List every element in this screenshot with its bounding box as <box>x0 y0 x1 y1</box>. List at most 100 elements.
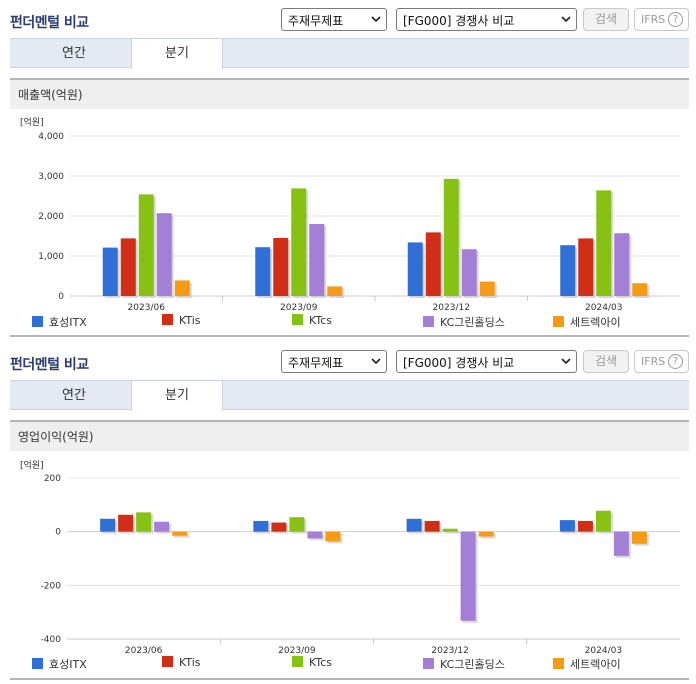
bar[interactable] <box>154 521 170 532</box>
tab-quarterly[interactable]: 분기 <box>131 39 223 69</box>
search-button[interactable]: 검색 <box>583 8 629 31</box>
legend-item[interactable]: KTcs <box>292 314 332 327</box>
legend-item[interactable]: KC그린홀딩스 <box>423 314 505 330</box>
bar[interactable] <box>595 510 611 532</box>
legend-item[interactable]: 세트렉아이 <box>553 314 621 330</box>
bar[interactable] <box>138 194 154 296</box>
statement-select[interactable]: 주재무제표 <box>281 350 387 373</box>
section-title: 영업이익(억원) <box>10 420 689 451</box>
ifrs-label: IFRS <box>641 13 666 26</box>
bar[interactable] <box>443 178 459 296</box>
bar[interactable] <box>425 232 441 296</box>
bar[interactable] <box>613 531 629 556</box>
legend-item[interactable]: KC그린홀딩스 <box>423 656 505 672</box>
bar[interactable] <box>291 188 307 296</box>
legend-item[interactable]: KTis <box>162 656 201 669</box>
bar[interactable] <box>271 522 287 532</box>
bar[interactable] <box>461 249 477 296</box>
statement-select[interactable]: 주재무제표 <box>281 8 387 31</box>
legend-item[interactable]: KTis <box>162 314 201 327</box>
legend-item[interactable]: 세트렉아이 <box>553 656 621 672</box>
bar[interactable] <box>631 531 647 544</box>
bar[interactable] <box>255 247 271 296</box>
x-tick-label: 2023/09 <box>278 646 316 656</box>
section-title: 매출액(억원) <box>10 78 689 109</box>
bar[interactable] <box>614 233 630 296</box>
bar[interactable] <box>136 512 152 532</box>
help-icon[interactable]: ? <box>668 354 683 369</box>
bar[interactable] <box>577 520 593 532</box>
bar[interactable] <box>289 517 305 532</box>
bar[interactable] <box>632 283 648 296</box>
operating-profit-bar-chart: [억원] -400 -200 0 200 2023/06 2023/09 2023/12 202… <box>20 459 680 656</box>
ifrs-button[interactable]: IFRS ? <box>634 8 689 31</box>
bar[interactable] <box>559 520 575 532</box>
bar[interactable] <box>100 518 116 532</box>
bar[interactable] <box>273 238 289 296</box>
y-tick-label: 0 <box>58 292 64 302</box>
statement-select-value: 주재무제표 <box>288 356 344 370</box>
bar[interactable] <box>120 238 136 296</box>
chevron-down-icon <box>371 358 381 365</box>
legend-swatch <box>553 658 564 669</box>
chevron-down-icon <box>561 16 571 23</box>
revenue-bar-chart: [억원] 0 1,000 2,000 3,000 4,000 2023/06 2023/09 2… <box>20 116 680 313</box>
y-tick-label: 200 <box>44 474 61 484</box>
legend-label: KC그린홀딩스 <box>440 658 505 671</box>
bar[interactable] <box>478 531 494 537</box>
x-tick-label: 2023/12 <box>431 646 468 656</box>
legend-label: 세트렉아이 <box>570 316 621 329</box>
tab-quarterly[interactable]: 분기 <box>131 381 223 411</box>
legend-swatch <box>292 656 303 667</box>
peer-group-select[interactable]: [FG000] 경쟁사 비교 <box>396 350 577 373</box>
chart-legend: 효성ITX KTis KTcs KC그린홀딩스 세트렉아이 <box>0 656 696 672</box>
bar[interactable] <box>460 531 476 621</box>
fundamental-panel-operating-profit: 펀더멘털 비교 주재무제표 [FG000] 경쟁사 비교 검색 IFRS ? 연… <box>0 342 696 684</box>
y-tick-label: 1,000 <box>38 252 64 262</box>
x-tick-label: 2024/03 <box>585 303 622 313</box>
y-tick-label: -400 <box>41 635 62 645</box>
bar[interactable] <box>327 286 343 296</box>
bar[interactable] <box>578 238 594 296</box>
x-tick-label: 2023/12 <box>433 303 470 313</box>
x-tick-label: 2023/06 <box>125 646 163 656</box>
divider <box>10 678 689 680</box>
unit-label: [억원] <box>20 459 44 471</box>
tab-annual[interactable]: 연간 <box>62 388 86 403</box>
chevron-down-icon <box>371 16 381 23</box>
bar[interactable] <box>118 514 134 532</box>
bar[interactable] <box>596 190 612 296</box>
legend-swatch <box>162 656 173 667</box>
bar[interactable] <box>407 242 423 296</box>
help-icon[interactable]: ? <box>668 12 683 27</box>
bar[interactable] <box>406 518 422 532</box>
bar[interactable] <box>174 280 190 296</box>
bar[interactable] <box>102 247 118 296</box>
legend-item[interactable]: KTcs <box>292 656 332 669</box>
peer-group-select[interactable]: [FG000] 경쟁사 비교 <box>396 8 577 31</box>
statement-select-value: 주재무제표 <box>288 14 344 28</box>
legend-item[interactable]: 효성ITX <box>32 314 87 330</box>
bar[interactable] <box>172 531 188 536</box>
bar-shadow <box>444 530 460 534</box>
bar[interactable] <box>307 531 323 539</box>
legend-swatch <box>32 316 43 327</box>
bar[interactable] <box>442 528 458 532</box>
legend-swatch <box>32 658 43 669</box>
divider <box>10 335 689 337</box>
unit-label: [억원] <box>20 116 44 128</box>
bar[interactable] <box>253 520 269 532</box>
tab-annual[interactable]: 연간 <box>62 46 86 61</box>
bar[interactable] <box>309 224 325 296</box>
bar[interactable] <box>560 245 576 296</box>
bar[interactable] <box>156 213 172 296</box>
panel-title: 펀더멘털 비교 <box>10 15 89 31</box>
chevron-down-icon <box>561 358 571 365</box>
legend-label: KTcs <box>309 314 332 327</box>
legend-item[interactable]: 효성ITX <box>32 656 87 672</box>
bar[interactable] <box>479 281 495 296</box>
bar[interactable] <box>424 520 440 532</box>
bar[interactable] <box>325 531 341 542</box>
search-button[interactable]: 검색 <box>583 350 629 373</box>
ifrs-button[interactable]: IFRS ? <box>634 350 689 373</box>
